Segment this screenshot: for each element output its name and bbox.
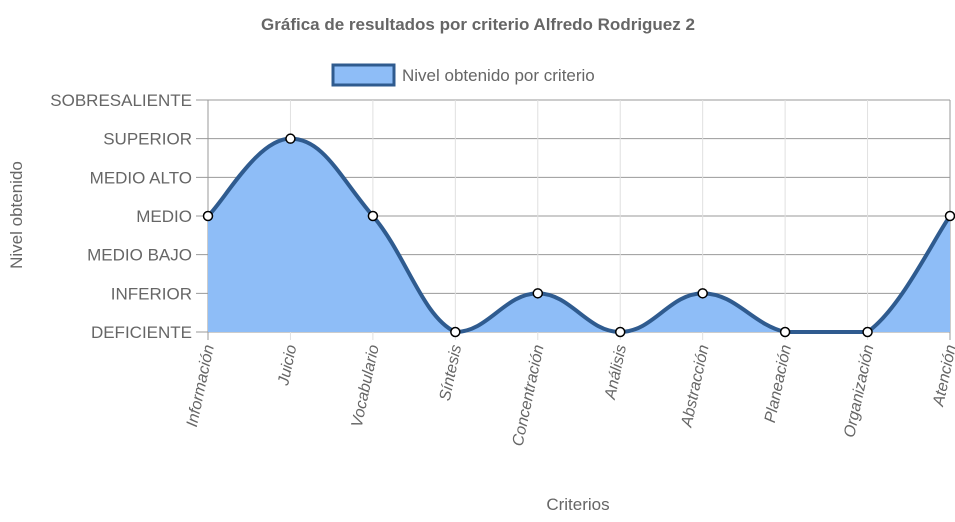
y-axis-title: Nivel obtenido — [7, 161, 26, 269]
legend-label[interactable]: Nivel obtenido por criterio — [402, 66, 595, 85]
y-tick-label: INFERIOR — [111, 284, 192, 303]
x-tick-label: Abstracción — [678, 343, 712, 429]
x-axis-title: Criterios — [546, 495, 609, 514]
x-tick-label: Atención — [930, 343, 955, 409]
x-tick-label: Análisis — [602, 343, 630, 401]
chart-title: Gráfica de resultados por criterio Alfre… — [261, 15, 695, 34]
series-line — [206, 136, 952, 335]
x-tick-label: Juicio — [275, 343, 300, 388]
data-point[interactable] — [450, 326, 461, 338]
legend-swatch[interactable] — [331, 63, 396, 87]
y-tick-label: MEDIO BAJO — [87, 246, 192, 265]
legend[interactable]: Nivel obtenido por criterio — [331, 63, 595, 87]
y-axis: DEFICIENTE INFERIOR MEDIO BAJO MEDIO MEDIO A… — [50, 91, 192, 342]
y-tick-label: DEFICIENTE — [91, 323, 192, 342]
data-point[interactable] — [532, 288, 544, 299]
data-point[interactable] — [367, 210, 379, 222]
area-fill — [208, 138, 950, 332]
x-tick-label: Concentración — [510, 343, 548, 448]
y-tick-label: SOBRESALIENTE — [50, 91, 192, 110]
data-points — [202, 133, 955, 338]
y-tick-label: SUPERIOR — [103, 130, 192, 149]
data-point[interactable] — [944, 210, 955, 222]
data-point[interactable] — [202, 210, 214, 222]
data-point[interactable] — [779, 326, 791, 338]
x-tick-label: Vocabulario — [349, 343, 383, 429]
y-tick-label: MEDIO — [136, 207, 192, 226]
data-point[interactable] — [614, 326, 626, 338]
area-layer — [206, 136, 952, 335]
x-tick-label: Planeación — [762, 343, 795, 424]
y-tick-label: MEDIO ALTO — [90, 168, 192, 187]
data-point[interactable] — [285, 133, 296, 144]
x-tick-label: Información — [184, 343, 218, 428]
x-tick-label: Organización — [841, 343, 877, 439]
x-tick-label: Síntesis — [437, 343, 465, 402]
x-axis: Información Juicio Vocabulario Síntesis Conc… — [184, 343, 955, 448]
data-point[interactable] — [862, 326, 873, 338]
data-point[interactable] — [697, 288, 708, 299]
